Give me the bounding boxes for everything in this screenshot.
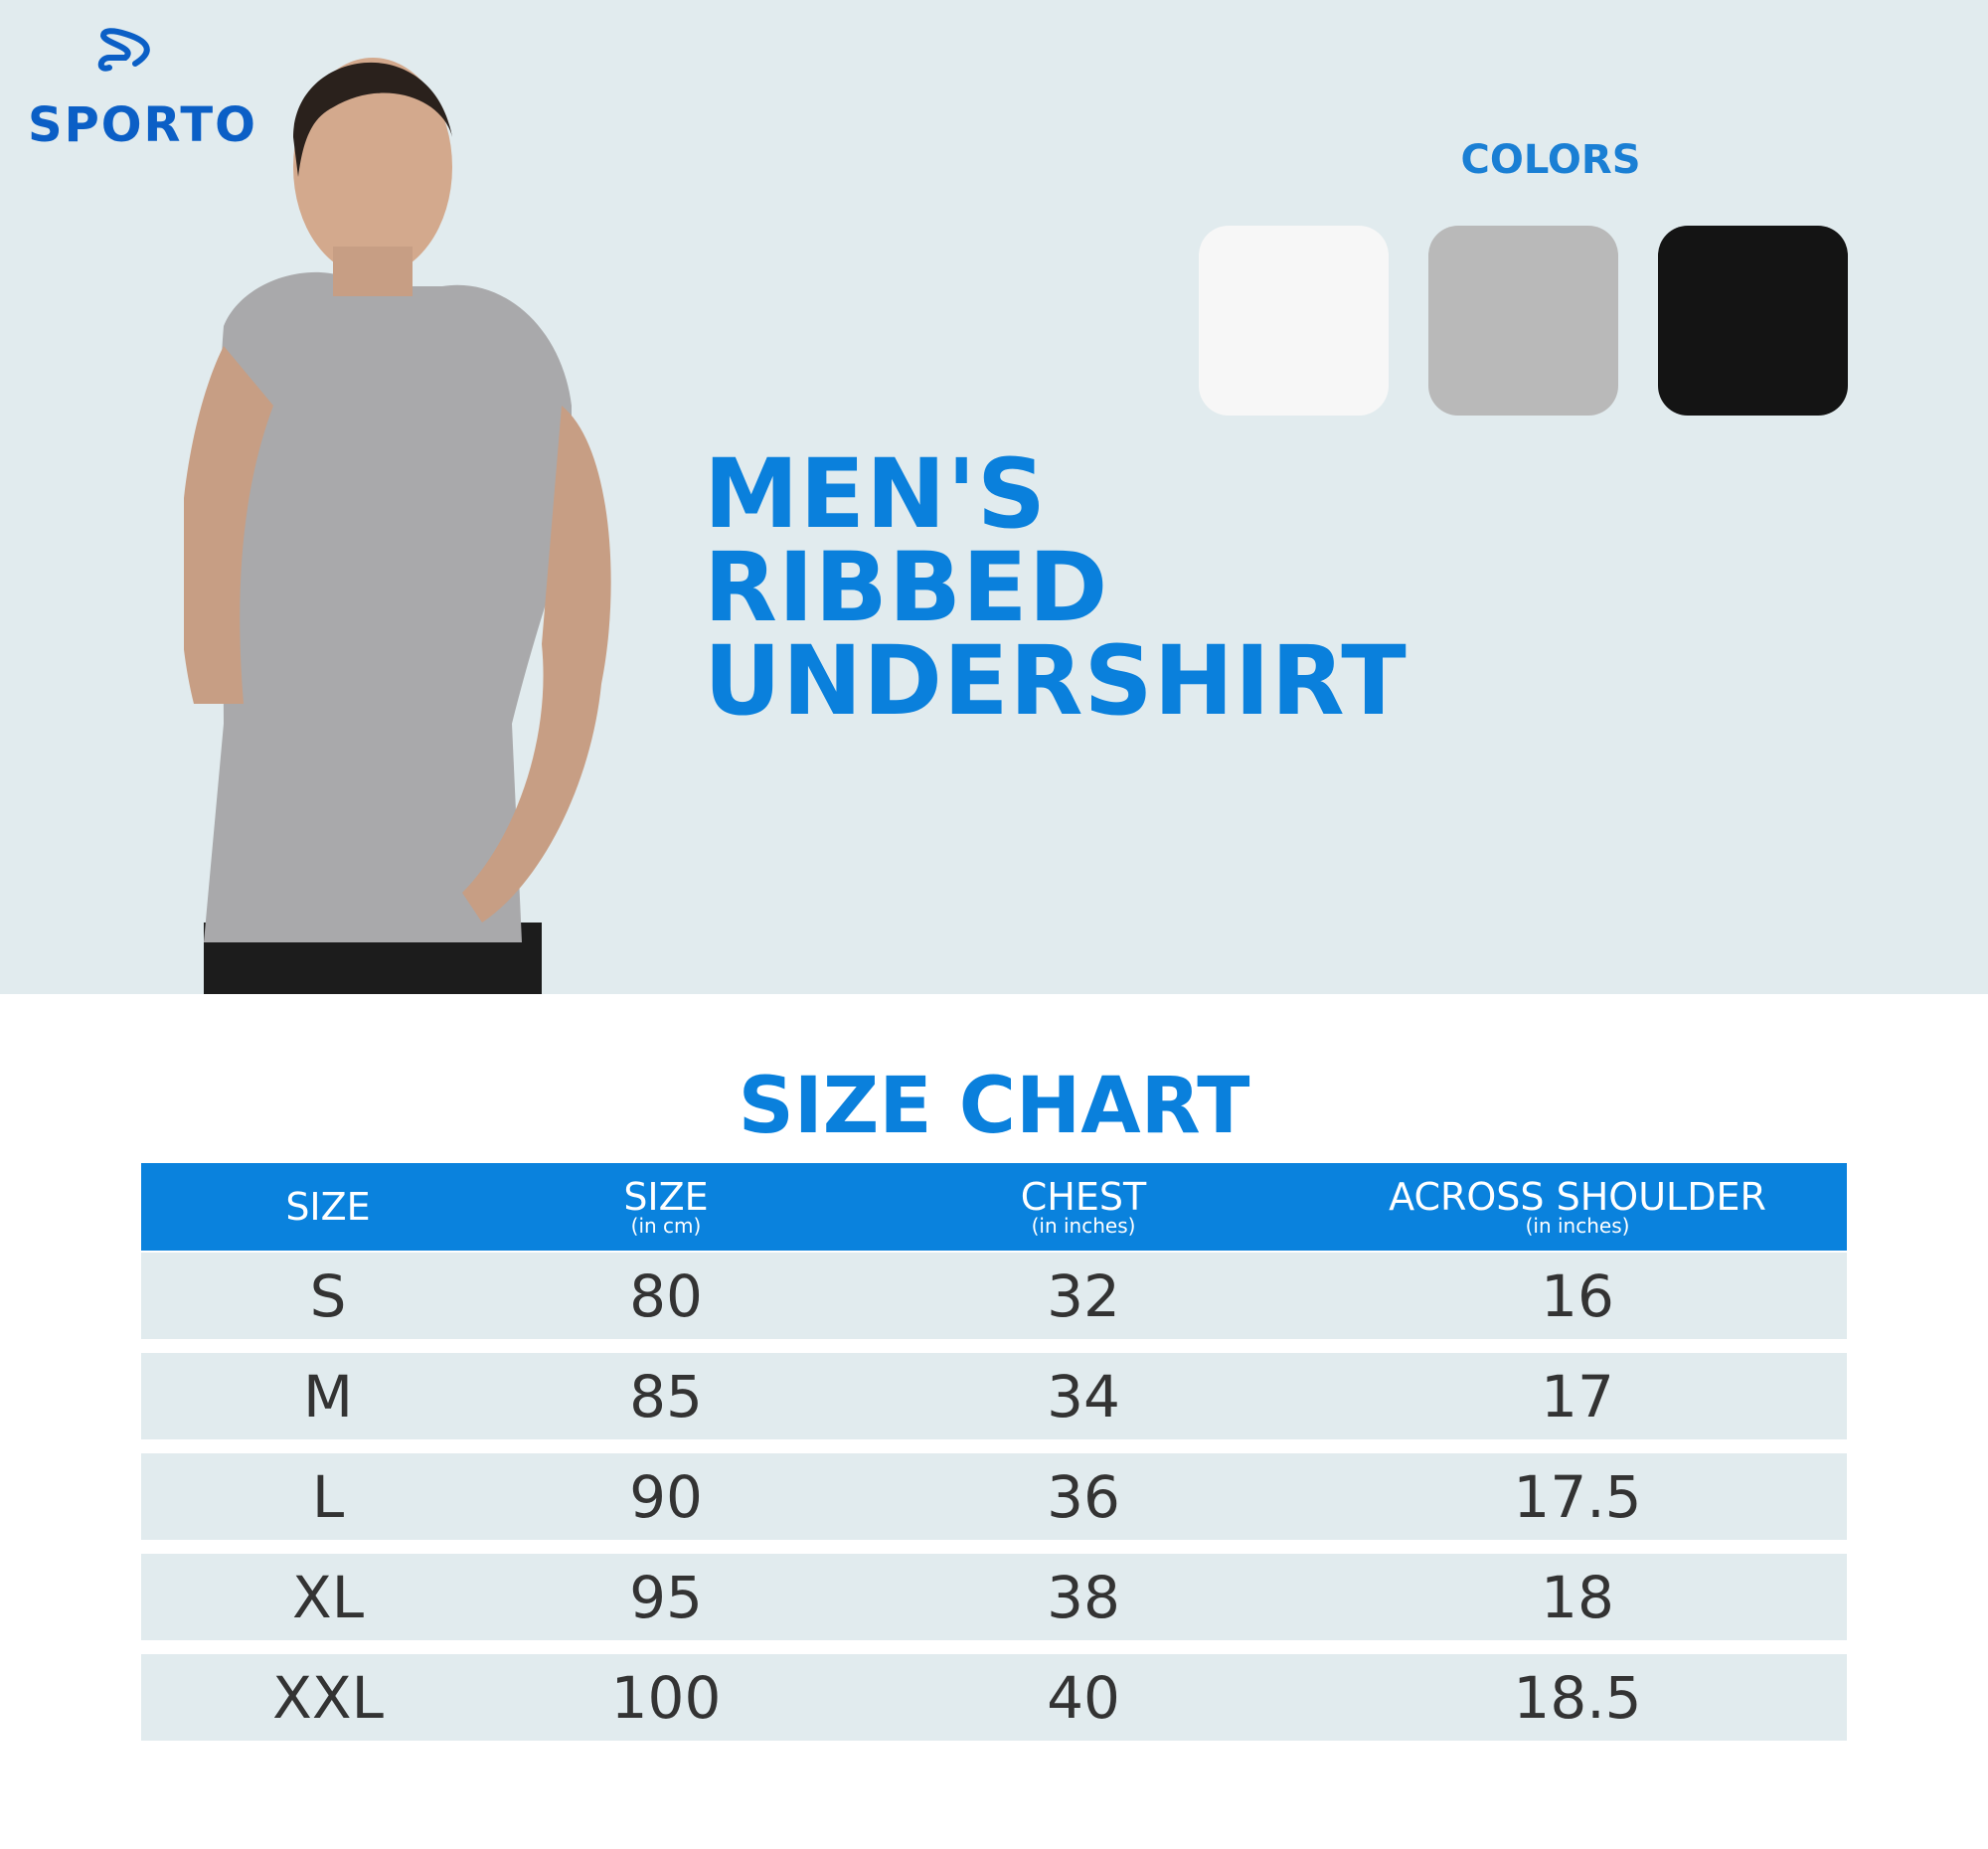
table-cell: 17: [1541, 1362, 1614, 1430]
color-swatch-white[interactable]: [1199, 226, 1389, 416]
table-row: L 90 36 17.5: [141, 1453, 1847, 1540]
header-size-cm: SIZE (in cm): [623, 1163, 708, 1251]
table-cell: 85: [629, 1362, 703, 1430]
colors-heading: COLORS: [1460, 137, 1641, 183]
header-unit: (in inches): [1525, 1214, 1630, 1238]
header-unit: (in cm): [630, 1214, 702, 1238]
header-label: SIZE: [285, 1185, 371, 1229]
header-label: ACROSS SHOULDER: [1389, 1175, 1766, 1219]
header-label: CHEST: [1020, 1175, 1147, 1219]
table-cell: 32: [1047, 1261, 1120, 1330]
table-row: S 80 32 16: [141, 1253, 1847, 1339]
color-swatch-grey[interactable]: [1428, 226, 1618, 416]
table-cell: 40: [1047, 1663, 1120, 1732]
header-across-shoulder: ACROSS SHOULDER (in inches): [1389, 1163, 1766, 1251]
table-header: SIZE SIZE (in cm) CHEST (in inches) ACROSS…: [141, 1163, 1847, 1251]
table-cell: XL: [291, 1563, 365, 1631]
header-unit: (in inches): [1031, 1214, 1136, 1238]
table-row: XL 95 38 18: [141, 1554, 1847, 1640]
table-cell: 36: [1047, 1462, 1120, 1531]
table-cell: 80: [629, 1261, 703, 1330]
table-cell: 34: [1047, 1362, 1120, 1430]
table-cell: 17.5: [1513, 1462, 1642, 1531]
table-cell: S: [309, 1261, 347, 1330]
header-size: SIZE: [285, 1163, 370, 1251]
table-row: M 85 34 17: [141, 1353, 1847, 1439]
header-chest: CHEST (in inches): [1021, 1163, 1146, 1251]
product-title: MEN'S RIBBED UNDERSHIRT: [704, 438, 1408, 737]
title-line: RIBBED: [704, 532, 1109, 643]
table-row: XXL 100 40 18.5: [141, 1654, 1847, 1741]
table-cell: XXL: [272, 1663, 384, 1732]
table-cell: 38: [1047, 1563, 1120, 1631]
header-label: SIZE: [623, 1175, 709, 1219]
table-cell: L: [311, 1462, 345, 1531]
table-cell: 18: [1541, 1563, 1614, 1631]
table-cell: 18.5: [1513, 1663, 1642, 1732]
model-photo: [184, 58, 611, 994]
table-cell: 100: [610, 1663, 722, 1732]
title-line: UNDERSHIRT: [704, 625, 1408, 737]
table-cell: M: [302, 1362, 354, 1430]
size-chart-table: SIZE SIZE (in cm) CHEST (in inches) ACROSS…: [141, 1163, 1847, 1741]
color-swatch-black[interactable]: [1658, 226, 1848, 416]
sporto-logo-icon: [97, 28, 150, 72]
table-cell: 16: [1541, 1261, 1614, 1330]
hero-banner: SPORTO COLORS MEN'S RIBBED UNDERSHIRT: [0, 0, 1988, 994]
brand-logo: SPORTO: [28, 28, 255, 153]
title-line: MEN'S: [704, 438, 1047, 550]
size-chart-title: SIZE CHART: [738, 1062, 1250, 1151]
brand-name: SPORTO: [28, 97, 257, 153]
table-cell: 95: [629, 1563, 703, 1631]
table-cell: 90: [629, 1462, 703, 1531]
